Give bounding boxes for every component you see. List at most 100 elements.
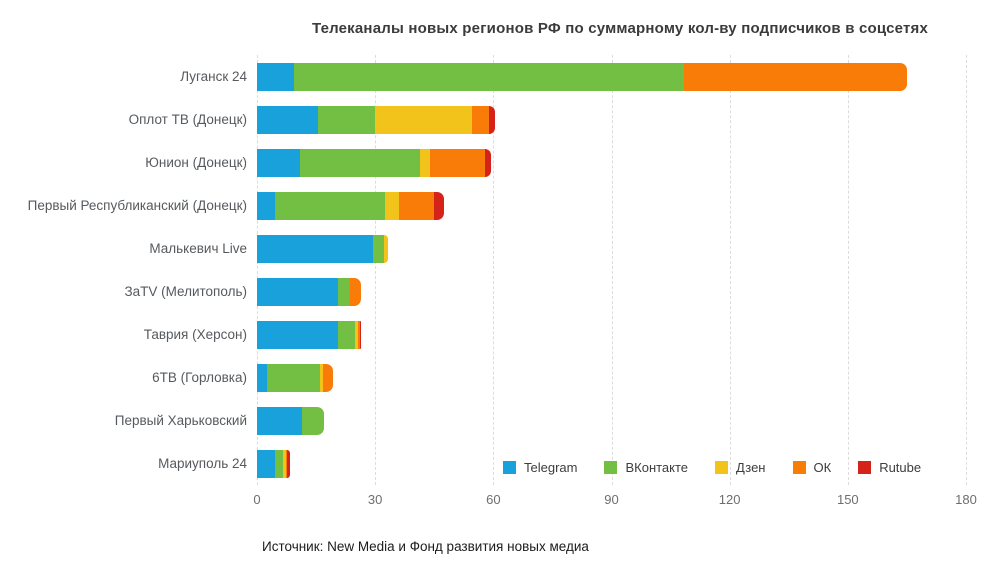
segment-вконтакте[interactable] (302, 406, 324, 435)
segment-дзен[interactable] (384, 234, 389, 263)
segment-дзен[interactable] (385, 191, 399, 220)
bar-row: Первый Республиканский (Донецк) (0, 184, 1000, 227)
segment-вконтакте[interactable] (274, 191, 385, 220)
stacked-bar[interactable] (257, 191, 445, 220)
legend-item-ок[interactable]: ОК (792, 460, 832, 475)
x-tick-label: 180 (955, 492, 977, 507)
segment-вконтакте[interactable] (337, 320, 356, 349)
segment-telegram[interactable] (257, 406, 303, 435)
x-tick-label: 90 (604, 492, 619, 507)
segment-rutube[interactable] (489, 105, 496, 134)
segment-ок[interactable] (684, 62, 907, 91)
stacked-bar[interactable] (257, 320, 362, 349)
gridline-60 (493, 55, 495, 485)
segment-rutube[interactable] (434, 191, 445, 220)
segment-telegram[interactable] (257, 277, 338, 306)
segment-rutube[interactable] (287, 449, 290, 478)
x-tick-label: 150 (836, 492, 859, 507)
legend-label: ВКонтакте (625, 460, 689, 475)
segment-ок[interactable] (398, 191, 435, 220)
stacked-bar[interactable] (257, 449, 290, 478)
legend-item-дзен[interactable]: Дзен (715, 460, 766, 475)
legend-swatch-icon (858, 461, 872, 474)
source-note: Источник: New Media и Фонд развития новы… (262, 539, 589, 554)
category-label: ЗаTV (Мелитополь) (124, 284, 247, 299)
x-tick-label: 0 (253, 492, 261, 507)
category-label: Первый Харьковский (114, 413, 247, 428)
legend-label: Дзен (736, 460, 766, 475)
bar-row: Малькевич Live (0, 227, 1000, 270)
segment-дзен[interactable] (355, 320, 358, 349)
stacked-bar[interactable] (257, 234, 389, 263)
bar-track (257, 363, 966, 392)
category-label: Оплот ТВ (Донецк) (128, 112, 247, 127)
segment-rutube[interactable] (485, 148, 492, 177)
bar-row: Луганск 24 (0, 55, 1000, 98)
x-tick-label: 60 (486, 492, 501, 507)
segment-telegram[interactable] (257, 363, 267, 392)
segment-ок[interactable] (357, 320, 360, 349)
segment-ок[interactable] (471, 105, 490, 134)
bar-track (257, 105, 966, 134)
bar-track (257, 449, 966, 478)
segment-вконтакте[interactable] (274, 449, 284, 478)
stacked-bar[interactable] (257, 363, 333, 392)
segment-ок[interactable] (430, 148, 486, 177)
segment-вконтакте[interactable] (294, 62, 685, 91)
category-label: Таврия (Херсон) (143, 327, 247, 342)
rows: Луганск 24 Оплот ТВ (Донецк) Юнион (Донецк… (0, 55, 1000, 485)
segment-ок[interactable] (322, 363, 333, 392)
bar-track (257, 148, 966, 177)
segment-вконтакте[interactable] (300, 148, 421, 177)
stacked-bar[interactable] (257, 105, 496, 134)
bar-track (257, 191, 966, 220)
segment-telegram[interactable] (257, 234, 374, 263)
category-label: Луганск 24 (180, 69, 247, 84)
legend-label: ОК (813, 460, 832, 475)
bar-row: Оплот ТВ (Донецк) (0, 98, 1000, 141)
segment-telegram[interactable] (257, 148, 301, 177)
segment-ок[interactable] (349, 277, 362, 306)
grid-layer (257, 55, 967, 485)
legend-item-telegram[interactable]: Telegram (503, 460, 577, 475)
category-label: Юнион (Донецк) (145, 155, 247, 170)
segment-дзен[interactable] (420, 148, 431, 177)
segment-дзен[interactable] (375, 105, 472, 134)
chart-title: Телеканалы новых регионов РФ по суммарно… (311, 20, 929, 37)
segment-telegram[interactable] (257, 191, 275, 220)
segment-rutube[interactable] (359, 320, 362, 349)
segment-дзен[interactable] (283, 449, 286, 478)
segment-telegram[interactable] (257, 449, 275, 478)
category-label: Мариуполь 24 (158, 456, 247, 471)
legend-label: Telegram (524, 460, 578, 475)
segment-ок[interactable] (285, 449, 288, 478)
segment-вконтакте[interactable] (266, 363, 321, 392)
stacked-bar[interactable] (257, 406, 324, 435)
segment-дзен[interactable] (320, 363, 323, 392)
stacked-bar[interactable] (257, 277, 362, 306)
segment-вконтакте[interactable] (318, 105, 376, 134)
legend-item-вконтакте[interactable]: ВКонтакте (604, 460, 688, 475)
gridline-0 (257, 55, 258, 485)
gridline-90 (611, 55, 613, 485)
stacked-bar[interactable] (257, 148, 492, 177)
stacked-bar[interactable] (257, 62, 907, 91)
bar-row: ЗаTV (Мелитополь) (0, 270, 1000, 313)
bar-row: Мариуполь 24 (0, 442, 1000, 485)
segment-вконтакте[interactable] (373, 234, 385, 263)
bar-row: Таврия (Херсон) (0, 313, 1000, 356)
bar-row: Первый Харьковский (0, 399, 1000, 442)
gridline-30 (375, 55, 377, 485)
category-label: Малькевич Live (149, 241, 247, 256)
segment-telegram[interactable] (257, 320, 338, 349)
legend-swatch-icon (715, 461, 729, 474)
segment-вконтакте[interactable] (337, 277, 350, 306)
legend-item-rutube[interactable]: Rutube (858, 460, 921, 475)
category-label: Первый Республиканский (Донецк) (27, 198, 247, 213)
segment-telegram[interactable] (257, 62, 295, 91)
bar-track (257, 406, 966, 435)
segment-telegram[interactable] (257, 105, 319, 134)
legend-swatch-icon (503, 461, 516, 474)
legend-swatch-icon (792, 461, 806, 474)
